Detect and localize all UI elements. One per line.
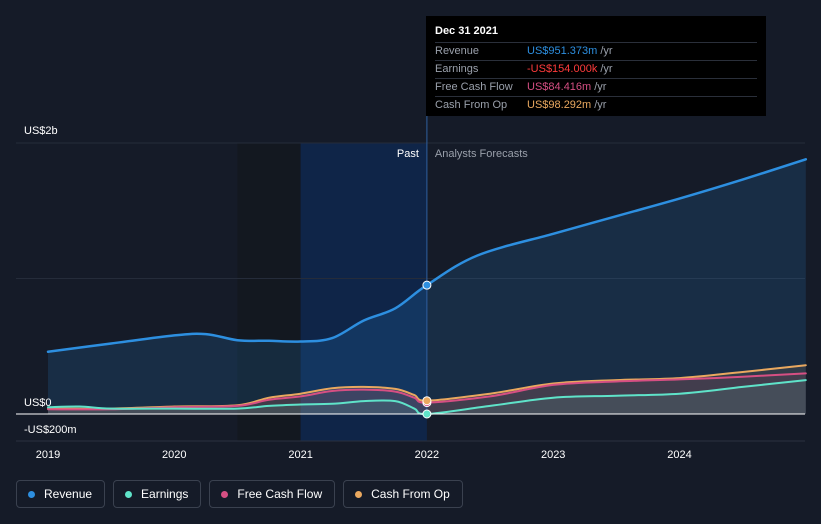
tooltip-row-revenue: Revenue US$951.373m /yr (435, 42, 757, 60)
legend-dot-icon (221, 490, 229, 498)
legend-item-free-cash-flow[interactable]: Free Cash Flow (209, 480, 336, 508)
area-cash-from-op (48, 365, 806, 414)
tooltip-value: US$951.373m (527, 45, 598, 57)
tooltip-label: Revenue (435, 45, 480, 57)
tooltip-value: US$98.292m (527, 99, 592, 111)
x-axis-label: 2023 (541, 449, 565, 461)
marker-point-earnings (422, 409, 432, 419)
tooltip-date: Dec 31 2021 (435, 25, 498, 37)
tooltip: Dec 31 2021 Revenue US$951.373m /yr Earn… (426, 16, 766, 116)
legend-item-revenue[interactable]: Revenue (16, 480, 106, 508)
legend-dot-icon (355, 490, 363, 498)
legend-dot-icon (125, 490, 133, 498)
y-axis-label: -US$200m (24, 424, 77, 436)
tooltip-label: Cash From Op (435, 99, 508, 111)
tooltip-value: -US$154.000k (527, 63, 598, 75)
series-line-earnings (47, 379, 807, 416)
tooltip-label: Earnings (435, 63, 479, 75)
legend-item-cash-from-op[interactable]: Cash From Op (343, 480, 463, 508)
tooltip-unit: /yr (594, 99, 607, 111)
marker-point-revenue (422, 280, 432, 290)
series-line-revenue (46, 158, 808, 353)
legend-label: Free Cash Flow (237, 487, 323, 501)
x-axis-label: 2020 (162, 449, 186, 461)
past-label: Past (397, 148, 419, 160)
chart: US$2b US$0 -US$200m 2019 2020 2021 2022 2023 20… (16, 16, 808, 461)
legend-label: Revenue (44, 487, 93, 501)
tooltip-row-free-cash-flow: Free Cash Flow US$84.416m /yr (435, 78, 757, 96)
past-shade-dark (237, 143, 301, 441)
forecast-label: Analysts Forecasts (435, 148, 528, 160)
marker-point-cash-from-op (422, 396, 432, 406)
x-axis-label: 2021 (288, 449, 312, 461)
y-axis-label: US$2b (24, 125, 58, 137)
x-axis-label: 2024 (667, 449, 691, 461)
tooltip-label: Free Cash Flow (435, 81, 513, 93)
y-axis-label: US$0 (24, 397, 52, 409)
x-axis-label: 2019 (36, 449, 60, 461)
legend-dot-icon (28, 490, 35, 498)
tooltip-unit: /yr (600, 45, 613, 57)
tooltip-value: US$84.416m (527, 81, 592, 93)
legend: Revenue Earnings Free Cash Flow Cash Fro… (16, 480, 463, 508)
tooltip-unit: /yr (594, 81, 607, 93)
tooltip-row-earnings: Earnings -US$154.000k /yr (435, 60, 757, 78)
x-axis-label: 2022 (415, 449, 439, 461)
tooltip-row-cash-from-op: Cash From Op US$98.292m /yr (435, 96, 757, 114)
area-free-cash-flow (48, 373, 806, 414)
legend-label: Earnings (141, 487, 189, 501)
legend-item-earnings[interactable]: Earnings (113, 480, 202, 508)
series-line-free-cash-flow (47, 372, 807, 411)
tooltip-unit: /yr (600, 63, 613, 75)
legend-label: Cash From Op (371, 487, 450, 501)
area-earnings (48, 380, 806, 415)
